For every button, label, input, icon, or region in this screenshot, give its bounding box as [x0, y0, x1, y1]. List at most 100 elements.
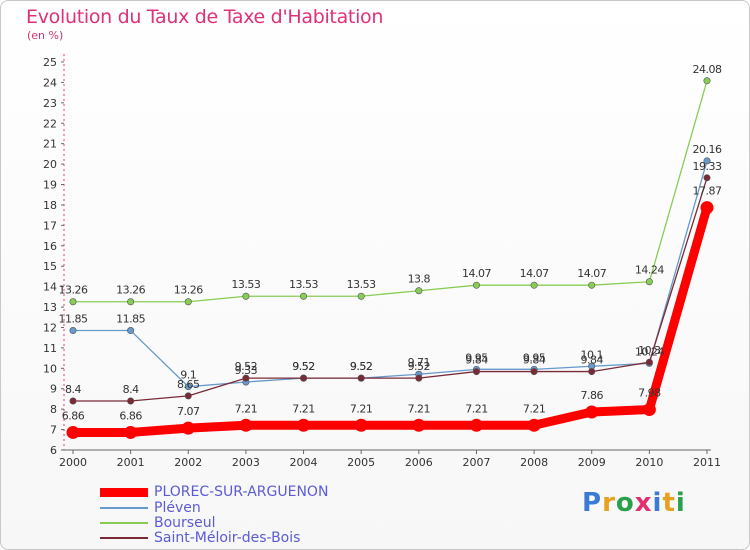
- data-label: 13.26: [116, 284, 145, 297]
- series-line-2: [72, 80, 708, 303]
- y-tick-label: 16: [43, 240, 57, 253]
- data-label: 13.53: [347, 278, 376, 291]
- x-tick-label: 2010: [635, 456, 663, 469]
- logo-letter: r: [602, 488, 616, 518]
- legend-item: Bourseul: [100, 515, 215, 531]
- data-label: 20.16: [693, 143, 722, 156]
- data-point: [181, 421, 195, 435]
- data-point: [242, 292, 250, 300]
- data-point: [645, 278, 653, 286]
- data-point: [297, 418, 311, 432]
- data-label: 8.4: [123, 383, 139, 396]
- data-label: 13.26: [174, 284, 203, 297]
- data-point: [66, 425, 80, 439]
- y-tick-label: 6: [50, 444, 57, 457]
- x-tick-label: 2002: [174, 456, 202, 469]
- data-label: 7.86: [580, 389, 603, 402]
- data-label: 9.52: [350, 360, 373, 373]
- data-label: 7.21: [523, 402, 546, 415]
- data-point: [703, 77, 711, 85]
- x-tick-label: 2007: [462, 456, 490, 469]
- data-label: 17.87: [693, 185, 722, 198]
- data-point: [642, 403, 656, 417]
- legend-swatch: [100, 507, 148, 509]
- legend-swatch: [100, 537, 148, 539]
- data-point: [700, 201, 714, 215]
- data-label: 14.07: [520, 267, 549, 280]
- logo-letter: o: [615, 488, 635, 518]
- chart-title: Evolution du Taux de Taxe d'Habitation: [26, 6, 384, 28]
- data-point: [415, 287, 423, 295]
- y-tick-label: 11: [43, 342, 57, 355]
- proxiti-logo: Proxiti: [582, 488, 686, 518]
- data-point: [469, 418, 483, 432]
- data-point: [354, 418, 368, 432]
- data-label: 9.52: [408, 360, 431, 373]
- x-tick-label: 2004: [290, 456, 318, 469]
- data-point: [184, 383, 192, 391]
- data-point: [239, 418, 253, 432]
- y-tick-label: 9: [50, 383, 57, 396]
- data-label: 7.98: [638, 387, 661, 400]
- data-point: [184, 392, 192, 400]
- x-tick-label: 2000: [59, 456, 87, 469]
- y-tick-label: 14: [43, 281, 57, 294]
- data-point: [127, 298, 135, 306]
- y-tick-label: 17: [43, 219, 57, 232]
- data-point: [703, 157, 711, 165]
- data-label: 10.3: [638, 344, 661, 357]
- x-tick-label: 2001: [117, 456, 145, 469]
- data-label: 9.84: [580, 354, 603, 367]
- data-label: 9.84: [523, 354, 546, 367]
- data-label: 9.52: [235, 360, 258, 373]
- data-label: 7.21: [235, 402, 258, 415]
- x-tick-label: 2009: [578, 456, 606, 469]
- data-label: 6.86: [62, 409, 85, 422]
- legend-swatch: [100, 487, 148, 497]
- y-tick-label: 12: [43, 321, 57, 334]
- data-point: [124, 425, 138, 439]
- data-label: 14.07: [577, 267, 606, 280]
- data-label: 9.95: [465, 351, 488, 364]
- data-label: 9.52: [292, 360, 315, 373]
- legend-item: Pléven: [100, 500, 201, 516]
- data-label: 14.24: [635, 264, 664, 277]
- data-label: 14.07: [462, 267, 491, 280]
- y-tick-label: 21: [43, 138, 57, 151]
- data-point: [69, 327, 77, 335]
- y-tick-label: 18: [43, 199, 57, 212]
- data-point: [300, 292, 308, 300]
- data-point: [357, 374, 365, 382]
- y-tick-label: 10: [43, 362, 57, 375]
- legend-swatch: [100, 522, 148, 524]
- data-label: 9.1: [180, 369, 196, 382]
- legend-label: Pléven: [154, 500, 201, 516]
- data-label: 10.1: [580, 348, 603, 361]
- logo-letter: i: [652, 488, 663, 518]
- data-point: [300, 374, 308, 382]
- data-label: 9.95: [523, 351, 546, 364]
- logo-letter: x: [634, 488, 653, 518]
- data-label: 9.52: [292, 360, 315, 373]
- x-tick-label: 2008: [520, 456, 548, 469]
- data-point: [415, 374, 423, 382]
- data-point: [184, 298, 192, 306]
- unit-label: (en %): [27, 29, 64, 42]
- logo-letter: P: [582, 488, 603, 518]
- legend-label: Saint-Méloir-des-Bois: [154, 530, 301, 546]
- x-tick-label: 2006: [405, 456, 433, 469]
- legend-item: Saint-Méloir-des-Bois: [100, 530, 300, 546]
- y-tick-label: 24: [43, 76, 57, 89]
- series-line-0: [68, 203, 712, 437]
- data-label: 24.08: [693, 63, 722, 76]
- data-point: [357, 292, 365, 300]
- data-point: [242, 374, 250, 382]
- logo-letter: i: [675, 488, 686, 518]
- data-label: 9.52: [350, 360, 373, 373]
- data-label: 8.65: [177, 378, 200, 391]
- legend-label: Bourseul: [154, 515, 216, 531]
- y-tick-label: 8: [50, 403, 57, 416]
- data-label: 8.4: [65, 383, 81, 396]
- data-label: 7.21: [292, 402, 315, 415]
